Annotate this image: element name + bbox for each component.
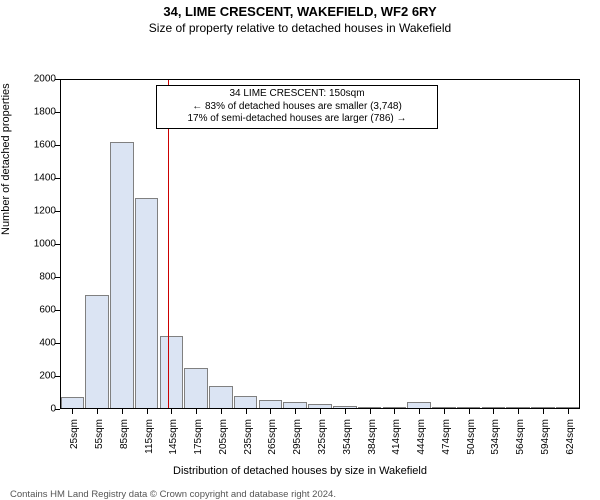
bar [184,368,208,409]
y-tick [55,376,60,377]
bar [61,397,85,409]
page-subtitle: Size of property relative to detached ho… [0,21,600,35]
x-tick [493,409,494,414]
bar [283,402,307,409]
y-tick-label: 200 [16,371,56,382]
y-tick-label: 1200 [16,206,56,217]
x-tick [419,409,420,414]
x-tick [171,409,172,414]
y-tick-label: 2000 [16,74,56,85]
y-tick [55,310,60,311]
y-tick-label: 400 [16,338,56,349]
y-tick [55,79,60,80]
x-tick [147,409,148,414]
x-tick [469,409,470,414]
x-tick [122,409,123,414]
bar [259,400,283,409]
y-tick-label: 0 [16,404,56,415]
y-tick [55,112,60,113]
x-axis-label: Distribution of detached houses by size … [0,465,600,477]
footer-line: Contains HM Land Registry data © Crown c… [10,489,373,500]
x-tick [97,409,98,414]
bar [160,336,184,409]
x-tick [295,409,296,414]
annotation-box: 34 LIME CRESCENT: 150sqm← 83% of detache… [156,85,438,129]
y-tick [55,178,60,179]
y-tick [55,343,60,344]
y-tick-label: 1400 [16,173,56,184]
x-tick [72,409,73,414]
y-tick-label: 600 [16,305,56,316]
page-title: 34, LIME CRESCENT, WAKEFIELD, WF2 6RY [0,4,600,19]
x-tick [221,409,222,414]
x-tick [394,409,395,414]
plot-area: 34 LIME CRESCENT: 150sqm← 83% of detache… [60,79,580,409]
y-tick-label: 1800 [16,107,56,118]
y-axis-label: Number of detached properties [0,83,12,235]
x-tick [568,409,569,414]
x-tick [518,409,519,414]
y-tick-label: 1000 [16,239,56,250]
x-tick [345,409,346,414]
x-tick [444,409,445,414]
x-tick [543,409,544,414]
y-tick [55,211,60,212]
marker-line [168,79,169,409]
bar [135,198,159,409]
x-tick [320,409,321,414]
footer-attribution: Contains HM Land Registry data © Crown c… [10,489,373,500]
y-tick [55,277,60,278]
bar [110,142,134,409]
x-tick [270,409,271,414]
y-tick [55,409,60,410]
annotation-line: 17% of semi-detached houses are larger (… [163,113,431,126]
x-tick [246,409,247,414]
y-tick-label: 1600 [16,140,56,151]
x-tick [196,409,197,414]
y-tick [55,244,60,245]
bar [407,402,431,409]
y-tick [55,145,60,146]
annotation-line: 34 LIME CRESCENT: 150sqm [163,88,431,101]
bar [85,295,109,409]
x-tick [370,409,371,414]
bar [234,396,258,409]
y-tick-label: 800 [16,272,56,283]
annotation-line: ← 83% of detached houses are smaller (3,… [163,101,431,114]
bar [209,386,233,409]
